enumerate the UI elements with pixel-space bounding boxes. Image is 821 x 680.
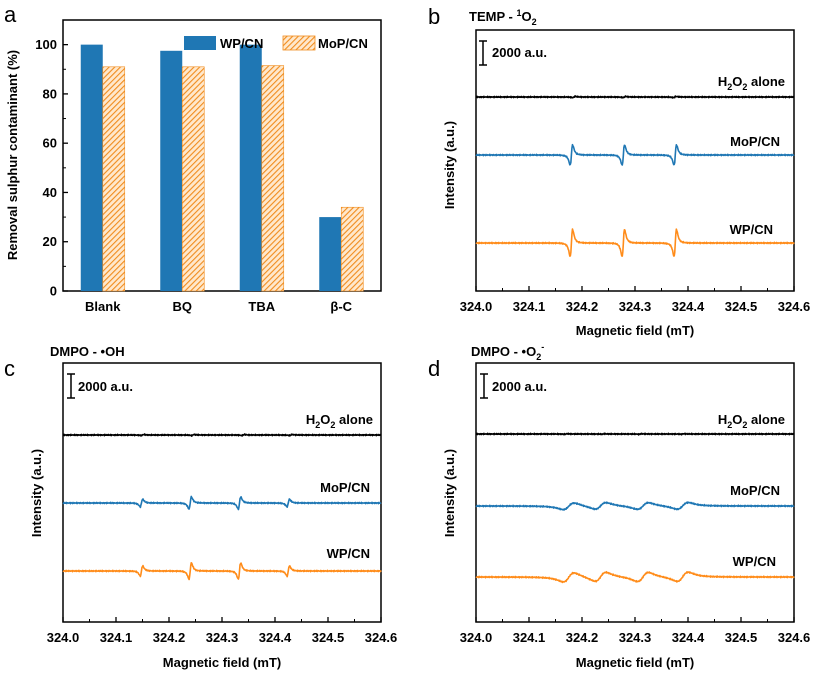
y-tick-label-a-0: 0 [50,284,57,299]
y-tick-label-a-4: 80 [43,86,57,101]
scale-bar-label-c: 2000 a.u. [78,379,133,394]
trace-label-b-wpcn: WP/CN [730,222,773,237]
y-axis-label-b: Intensity (a.u.) [442,121,457,209]
x-tick-label-a-1: BQ [173,299,193,314]
bar-a-mopcn-3 [340,206,364,292]
trace-label-c-wpcn: WP/CN [327,546,370,561]
traces-c [62,433,382,581]
scale-bar-c: 2000 a.u. [67,373,133,399]
legend-swatch-mopcn [282,35,316,51]
panel-a: a Removal sulphur contaminant (%) 0 20 40 6… [4,2,382,314]
panel-letter-b: b [428,4,440,29]
trace-c-h2o2 [62,433,382,437]
bar-a-mopcn-2 [261,65,285,292]
y-tick-label-a-2: 40 [43,185,57,200]
scale-bar-d: 2000 a.u. [480,373,547,399]
panel-c: c DMPO - •OH Intensity (a.u.) Magnetic f… [4,344,397,670]
trace-label-b-mopcn: MoP/CN [730,134,780,149]
x-tick-label-d-3: 324.3 [619,630,652,645]
x-tick-label-d-4: 324.4 [672,630,705,645]
trace-b-wpcn [475,228,795,257]
y-axis-label-c: Intensity (a.u.) [29,449,44,537]
trace-label-b-h2o2: H2O2 alone [718,74,785,92]
bar-a-wpcn-0 [80,44,103,291]
x-tick-label-b-2: 324.2 [566,299,599,314]
x-tick-label-a-2: TBA [248,299,275,314]
x-axis-label-c: Magnetic field (mT) [163,655,281,670]
x-tick-label-c-4: 324.4 [259,630,292,645]
traces-b [475,95,795,257]
x-tick-label-b-5: 324.5 [725,299,758,314]
x-tick-label-c-1: 324.1 [100,630,133,645]
trace-label-c-h2o2: H2O2 alone [306,412,373,430]
panel-title-d: DMPO - •O2- [471,342,544,362]
x-tick-label-c-6: 324.6 [365,630,398,645]
x-tick-label-a-0: Blank [85,299,121,314]
bars-a [80,44,364,292]
trace-c-mopcn [62,495,382,511]
panel-title-c: DMPO - •OH [50,344,125,359]
scale-bar-b: 2000 a.u. [479,40,547,66]
x-tick-label-b-3: 324.3 [619,299,652,314]
trace-label-c-mopcn: MoP/CN [320,480,370,495]
x-tick-label-c-3: 324.3 [206,630,239,645]
bar-a-wpcn-1 [160,50,183,291]
x-axis-label-d: Magnetic field (mT) [576,655,694,670]
trace-d-h2o2 [475,432,795,436]
trace-d-mopcn [475,501,795,511]
trace-b-mopcn [475,143,795,166]
x-tick-label-c-5: 324.5 [312,630,345,645]
x-tick-label-c-0: 324.0 [47,630,80,645]
scale-bar-label-b: 2000 a.u. [492,45,547,60]
y-ticks-a: 0 20 40 60 80 100 [35,37,68,299]
y-axis-label-d: Intensity (a.u.) [442,449,457,537]
plot-frame-b [475,29,795,292]
bar-a-mopcn-1 [181,66,205,292]
panel-letter-d: d [428,356,440,381]
x-tick-label-d-6: 324.6 [778,630,811,645]
x-ticks-a: Blank BQ TBA β-C [85,286,353,314]
x-tick-label-b-4: 324.4 [672,299,705,314]
x-tick-label-d-1: 324.1 [513,630,546,645]
bar-a-mopcn-0 [102,66,126,292]
x-tick-label-b-6: 324.6 [778,299,811,314]
x-ticks-b: 324.0 324.1 324.2 324.3 324.4 324.5 324.6 [460,286,811,314]
legend-a: WP/CN MoP/CN [184,35,368,51]
x-ticks-c: 324.0 324.1 324.2 324.3 324.4 324.5 324.6 [47,617,398,645]
panel-letter-c: c [4,356,15,381]
trace-b-h2o2 [475,95,795,99]
y-tick-label-a-3: 60 [43,136,57,151]
y-axis-label-a: Removal sulphur contaminant (%) [5,50,20,260]
x-ticks-d: 324.0 324.1 324.2 324.3 324.4 324.5 324.6 [460,617,811,645]
trace-label-d-mopcn: MoP/CN [730,483,780,498]
x-tick-label-d-2: 324.2 [566,630,599,645]
x-tick-label-b-1: 324.1 [513,299,546,314]
x-tick-label-d-5: 324.5 [725,630,758,645]
scale-bar-label-d: 2000 a.u. [492,379,547,394]
x-tick-label-b-0: 324.0 [460,299,493,314]
legend-swatch-wpcn [184,36,216,50]
x-axis-label-b: Magnetic field (mT) [576,323,694,338]
legend-label-mopcn: MoP/CN [318,36,368,51]
traces-d [475,432,795,584]
x-tick-label-a-3: β-C [330,299,352,314]
panel-d: d DMPO - •O2- Intensity (a.u.) Magnetic … [428,342,810,670]
panel-b: b TEMP - 1O2 Intensity (a.u.) Magnetic f… [428,4,810,338]
panel-letter-a: a [4,2,17,27]
legend-label-wpcn: WP/CN [220,36,263,51]
plot-frame-a [62,19,382,292]
panel-title-b: TEMP - 1O2 [469,8,537,27]
trace-d-wpcn [475,570,795,584]
y-tick-label-a-1: 20 [43,234,57,249]
x-tick-label-d-0: 324.0 [460,630,493,645]
trace-c-wpcn [62,562,382,581]
bar-a-wpcn-3 [319,217,342,291]
trace-label-d-h2o2: H2O2 alone [718,412,785,430]
bar-a-wpcn-2 [239,44,262,291]
x-tick-label-c-2: 324.2 [153,630,186,645]
trace-label-d-wpcn: WP/CN [733,554,776,569]
y-tick-label-a-5: 100 [35,37,57,52]
